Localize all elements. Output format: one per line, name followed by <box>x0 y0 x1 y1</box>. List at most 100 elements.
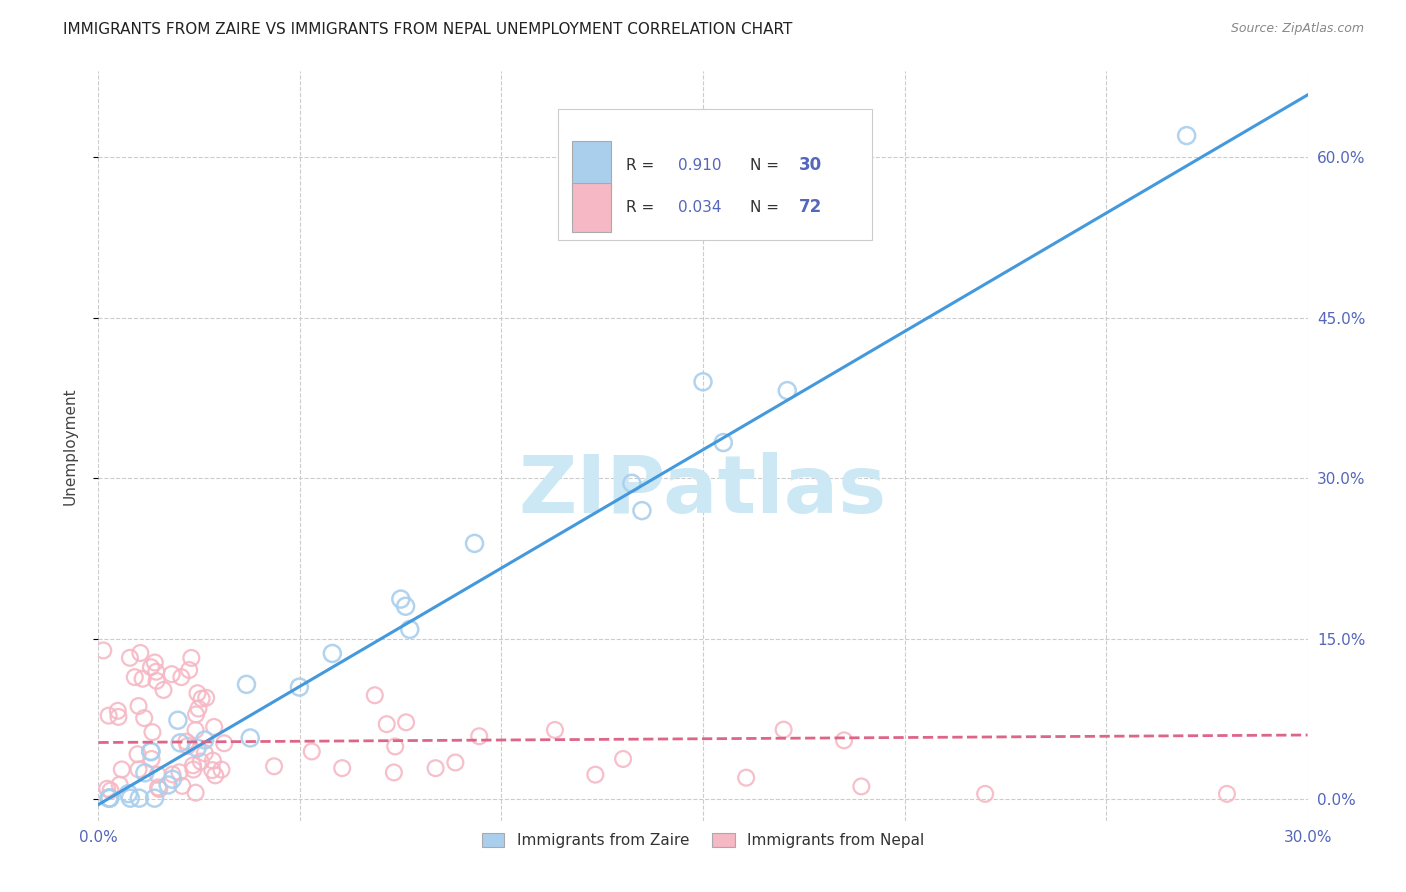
Text: 30: 30 <box>799 156 821 174</box>
Point <box>190 755 212 769</box>
Text: R =: R = <box>626 158 659 173</box>
Text: N =: N = <box>751 158 785 173</box>
Point <box>201 763 224 777</box>
Point <box>444 756 467 770</box>
Point <box>382 765 405 780</box>
Bar <box>572 141 612 190</box>
Point <box>128 763 150 777</box>
Point <box>146 780 169 795</box>
Point <box>100 783 122 797</box>
Point <box>851 780 873 794</box>
Point <box>96 781 118 796</box>
Point <box>128 791 150 805</box>
Point <box>146 768 169 782</box>
Point <box>183 763 205 777</box>
Point <box>139 744 162 758</box>
Point <box>194 746 217 760</box>
Point <box>235 677 257 691</box>
Text: 72: 72 <box>799 198 821 216</box>
Legend: Immigrants from Zaire, Immigrants from Nepal: Immigrants from Zaire, Immigrants from N… <box>475 827 931 855</box>
Point <box>468 729 491 743</box>
Point <box>139 745 162 759</box>
Point <box>544 723 567 737</box>
Point <box>141 725 163 739</box>
Point <box>160 667 183 681</box>
Point <box>167 713 190 727</box>
Point <box>134 711 156 725</box>
Point <box>184 707 207 722</box>
Point <box>124 670 146 684</box>
Point <box>711 435 734 450</box>
Point <box>398 623 420 637</box>
Point <box>184 786 207 800</box>
Point <box>162 772 184 787</box>
Point <box>239 731 262 745</box>
Y-axis label: Unemployment: Unemployment <box>63 387 77 505</box>
Point <box>201 754 224 768</box>
Point <box>1216 787 1239 801</box>
Point <box>776 384 799 398</box>
Point <box>389 592 412 607</box>
Point <box>141 752 163 766</box>
FancyBboxPatch shape <box>558 109 872 240</box>
Point <box>169 736 191 750</box>
Point <box>170 670 193 684</box>
Point <box>321 647 343 661</box>
Point <box>772 723 794 737</box>
Point <box>211 763 233 777</box>
Point <box>187 701 209 715</box>
Point <box>1175 128 1198 143</box>
Point <box>134 765 156 780</box>
Point <box>195 690 218 705</box>
Point <box>395 715 418 730</box>
Point <box>98 791 121 805</box>
Point <box>162 767 184 781</box>
Point <box>204 768 226 782</box>
Point <box>692 375 714 389</box>
Point <box>129 646 152 660</box>
Text: R =: R = <box>626 200 659 215</box>
Point <box>194 733 217 747</box>
Point <box>172 779 194 793</box>
Point <box>735 771 758 785</box>
Point <box>91 643 114 657</box>
Point <box>186 686 208 700</box>
Text: IMMIGRANTS FROM ZAIRE VS IMMIGRANTS FROM NEPAL UNEMPLOYMENT CORRELATION CHART: IMMIGRANTS FROM ZAIRE VS IMMIGRANTS FROM… <box>63 22 793 37</box>
Point <box>180 651 202 665</box>
Point <box>128 699 150 714</box>
Point <box>202 720 225 734</box>
Point <box>117 787 139 801</box>
Text: 0.034: 0.034 <box>678 200 721 215</box>
Point <box>464 536 486 550</box>
Point <box>97 708 120 723</box>
Point <box>108 778 131 792</box>
Point <box>152 682 174 697</box>
Point <box>143 791 166 805</box>
Point <box>97 791 120 805</box>
Text: Source: ZipAtlas.com: Source: ZipAtlas.com <box>1230 22 1364 36</box>
Point <box>98 791 121 805</box>
Text: N =: N = <box>751 200 785 215</box>
Point <box>631 503 654 517</box>
Point <box>181 758 204 772</box>
Point <box>375 717 398 731</box>
Point <box>169 765 191 780</box>
Bar <box>572 183 612 232</box>
Point <box>145 665 167 679</box>
Point <box>364 688 387 702</box>
Point <box>263 759 285 773</box>
Point <box>111 763 134 777</box>
Point <box>157 778 180 792</box>
Point <box>190 691 212 706</box>
Point <box>288 680 311 694</box>
Point <box>127 747 149 762</box>
Point <box>107 710 129 724</box>
Text: 0.910: 0.910 <box>678 158 721 173</box>
Point <box>107 704 129 718</box>
Point <box>148 782 170 797</box>
Point <box>120 791 142 805</box>
Point <box>384 739 406 754</box>
Point <box>583 767 606 781</box>
Point <box>139 660 162 674</box>
Point <box>301 744 323 758</box>
